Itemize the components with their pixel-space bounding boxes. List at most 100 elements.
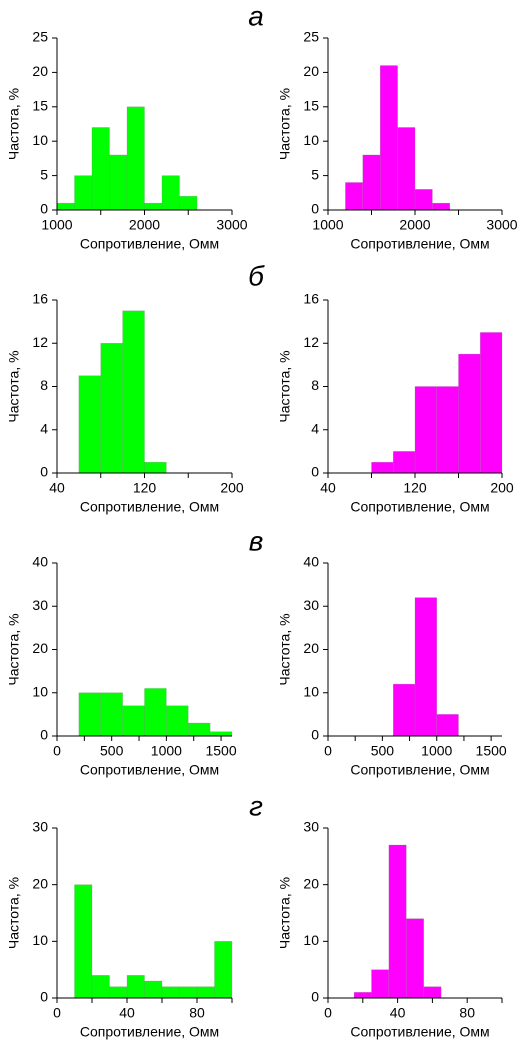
y-tick-label: 8 — [311, 377, 319, 393]
x-tick-label: 1500 — [476, 743, 507, 759]
bar — [166, 705, 189, 737]
y-tick-label: 30 — [303, 819, 319, 835]
bar — [393, 683, 416, 737]
bar — [74, 884, 93, 999]
bar — [144, 461, 167, 474]
y-tick-label: 0 — [40, 201, 48, 217]
y-tick-label: 15 — [32, 98, 48, 114]
section-label: б — [248, 260, 265, 291]
y-tick-label: 0 — [40, 727, 48, 743]
x-tick-label: 0 — [324, 1005, 332, 1021]
x-tick-label: 40 — [390, 1005, 406, 1021]
x-tick-label: 1000 — [151, 743, 182, 759]
bar — [388, 844, 407, 999]
bar — [209, 731, 233, 737]
bar — [122, 310, 145, 474]
y-tick-label: 20 — [32, 63, 48, 79]
y-tick-label: 25 — [303, 29, 319, 45]
section-label: а — [248, 0, 264, 31]
bar — [91, 975, 110, 999]
x-axis-label: Сопротивление, Омм — [350, 1024, 489, 1040]
x-tick-label: 0 — [324, 743, 332, 759]
y-tick-label: 0 — [311, 464, 319, 480]
y-axis-label: Частота, % — [277, 613, 293, 685]
y-tick-label: 20 — [32, 875, 48, 891]
x-tick-label: 120 — [133, 480, 157, 496]
y-axis-label: Частота, % — [6, 88, 22, 160]
bar — [144, 688, 167, 737]
section-label: г — [249, 790, 263, 821]
bar — [56, 202, 75, 211]
bar — [126, 975, 145, 999]
bar — [436, 714, 459, 737]
y-tick-label: 10 — [32, 683, 48, 699]
y-axis-label: Частота, % — [277, 88, 293, 160]
bar — [188, 722, 211, 737]
x-axis-label: Сопротивление, Омм — [350, 762, 489, 778]
bar — [432, 202, 450, 211]
x-axis-label: Сопротивление, Омм — [80, 1024, 219, 1040]
y-tick-label: 10 — [32, 932, 48, 948]
bar — [100, 343, 123, 474]
x-tick-label: 3000 — [216, 217, 247, 233]
y-axis-label: Частота, % — [6, 613, 22, 685]
y-axis-label: Частота, % — [277, 877, 293, 949]
bar — [480, 332, 503, 474]
y-tick-label: 40 — [32, 554, 48, 570]
bar — [214, 941, 233, 999]
bar — [397, 127, 416, 211]
bar — [414, 597, 437, 737]
bar — [144, 202, 163, 211]
bar — [179, 986, 198, 999]
y-tick-label: 0 — [40, 989, 48, 1005]
y-tick-label: 10 — [303, 132, 319, 148]
bar — [109, 986, 128, 999]
y-tick-label: 30 — [32, 819, 48, 835]
bar — [371, 969, 390, 999]
x-tick-label: 120 — [403, 480, 427, 496]
x-axis-label: Сопротивление, Омм — [80, 762, 219, 778]
y-axis-label: Частота, % — [6, 877, 22, 949]
y-tick-label: 16 — [303, 291, 319, 307]
bar — [179, 196, 198, 211]
y-tick-label: 4 — [40, 420, 48, 436]
y-tick-label: 5 — [311, 166, 319, 182]
x-axis-label: Сопротивление, Омм — [350, 236, 489, 252]
y-axis-label: Частота, % — [6, 350, 22, 422]
x-tick-label: 80 — [459, 1005, 475, 1021]
y-tick-label: 20 — [303, 640, 319, 656]
x-tick-label: 40 — [320, 480, 336, 496]
y-tick-label: 10 — [32, 132, 48, 148]
x-axis-label: Сопротивление, Омм — [350, 499, 489, 515]
bar — [353, 992, 372, 999]
bar — [393, 451, 416, 474]
bar — [78, 692, 101, 737]
x-tick-label: 0 — [53, 743, 61, 759]
y-tick-label: 15 — [303, 98, 319, 114]
x-tick-label: 80 — [189, 1005, 205, 1021]
bar — [122, 705, 145, 737]
x-tick-label: 500 — [100, 743, 124, 759]
bar — [126, 106, 145, 211]
y-tick-label: 40 — [303, 554, 319, 570]
y-tick-label: 5 — [40, 166, 48, 182]
y-axis-label: Частота, % — [277, 350, 293, 422]
y-tick-label: 12 — [32, 334, 48, 350]
x-tick-label: 0 — [53, 1005, 61, 1021]
x-tick-label: 1500 — [205, 743, 236, 759]
bar — [78, 375, 101, 474]
bar — [109, 154, 128, 211]
bar — [414, 189, 433, 211]
y-tick-label: 0 — [311, 201, 319, 217]
y-tick-label: 0 — [311, 989, 319, 1005]
x-tick-label: 2000 — [399, 217, 430, 233]
y-tick-label: 8 — [40, 377, 48, 393]
bar — [144, 980, 163, 999]
x-tick-label: 40 — [49, 480, 65, 496]
x-tick-label: 3000 — [486, 217, 517, 233]
x-tick-label: 2000 — [129, 217, 160, 233]
x-tick-label: 500 — [371, 743, 395, 759]
bar — [423, 986, 442, 999]
y-tick-label: 12 — [303, 334, 319, 350]
y-tick-label: 20 — [32, 640, 48, 656]
